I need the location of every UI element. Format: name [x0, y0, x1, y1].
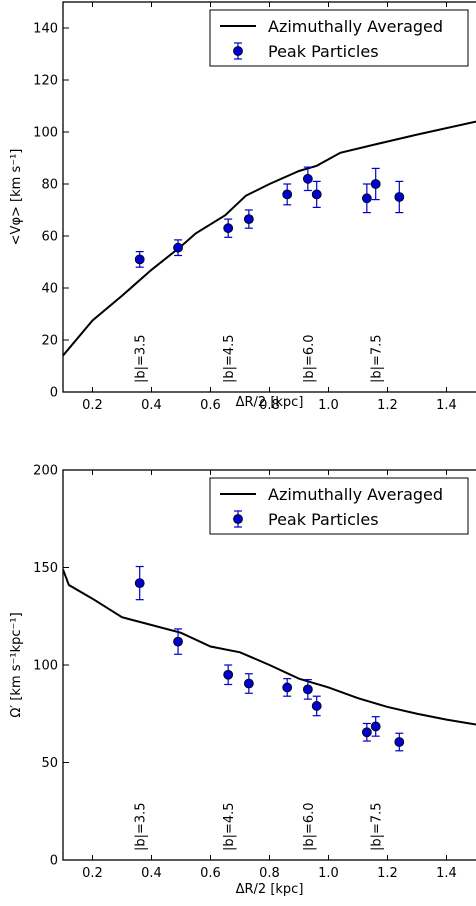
x-tick-label: 1.0 — [318, 398, 339, 413]
y-tick-label: 0 — [50, 854, 58, 869]
legend-marker-swatch — [233, 46, 243, 56]
x-tick-label: 1.4 — [436, 866, 457, 881]
data-point — [282, 189, 293, 200]
y-tick-label: 0 — [50, 386, 58, 401]
b-annotation: |b|=3.5 — [134, 334, 149, 383]
data-point — [311, 189, 322, 200]
legend-marker-swatch — [233, 514, 243, 524]
legend-label: Azimuthally Averaged — [268, 17, 443, 36]
series-line-azimuthally-averaged — [63, 120, 476, 357]
x-tick-label: 1.2 — [377, 398, 398, 413]
panel-omega: 0.2 0.4 0.6 0.8 1.0 1.2 1.4 0 50 100 150 200 ΔR/2 [k… — [9, 464, 476, 897]
legend-label: Peak Particles — [268, 42, 379, 61]
legend: Azimuthally Averaged Peak Particles — [209, 477, 469, 535]
b-annotation: |b|=6.0 — [302, 334, 317, 383]
x-tick-label: 1.2 — [377, 866, 398, 881]
data-point — [311, 701, 322, 711]
plot-frame — [62, 1, 476, 393]
b-annotation: |b|=7.5 — [370, 802, 385, 851]
y-tick-label: 40 — [41, 282, 58, 297]
y-axis-label: Ω′ [km s⁻¹kpc⁻¹] — [9, 612, 24, 717]
data-point — [134, 578, 145, 588]
legend-label: Peak Particles — [268, 510, 379, 529]
y-tick-label: 20 — [41, 334, 58, 349]
b-annotation: |b|=4.5 — [222, 802, 237, 851]
data-point — [282, 682, 293, 693]
data-point — [173, 242, 183, 253]
b-annotation: |b|=6.0 — [302, 802, 317, 851]
data-point — [370, 721, 381, 732]
plot-area — [63, 120, 476, 357]
data-point — [173, 636, 183, 647]
y-tick-label: 100 — [33, 659, 58, 674]
legend-box — [209, 477, 469, 535]
b-annotation: |b|=7.5 — [370, 334, 385, 383]
data-point — [394, 192, 405, 202]
data-point — [361, 193, 372, 204]
y-tick-label: 120 — [33, 74, 58, 89]
x-axis-label: ΔR/2 [kpc] — [236, 395, 304, 410]
y-tick-label: 80 — [41, 178, 58, 193]
data-point — [370, 179, 381, 189]
legend: Azimuthally Averaged Peak Particles — [209, 9, 469, 67]
x-tick-label: 1.4 — [436, 398, 457, 413]
legend-box — [209, 9, 469, 67]
x-tick-label: 0.2 — [82, 398, 103, 413]
y-tick-label: 150 — [33, 561, 58, 576]
x-tick-label: 0.4 — [141, 398, 162, 413]
x-axis-label: ΔR/2 [kpc] — [236, 882, 304, 897]
x-tick-label: 1.0 — [318, 866, 339, 881]
data-point — [134, 254, 145, 265]
x-tick-label: 0.4 — [141, 866, 162, 881]
x-tick-label: 0.2 — [82, 866, 103, 881]
series-line-azimuthally-averaged — [63, 569, 476, 726]
y-axis-label: <Vφ> [km s⁻¹] — [9, 149, 24, 246]
b-annotation: |b|=3.5 — [134, 802, 149, 851]
data-point — [394, 737, 405, 747]
data-point — [302, 684, 313, 695]
plot-area — [63, 565, 476, 752]
x-tick-label: 0.8 — [259, 398, 280, 413]
b-annotation: |b|=4.5 — [222, 334, 237, 383]
legend-label: Azimuthally Averaged — [268, 485, 443, 504]
panel-vphi: 0.2 0.4 0.6 0.8 1.0 1.2 1.4 0 20 40 60 80 100 120 140 Δ… — [9, 1, 476, 413]
data-point — [243, 678, 254, 689]
data-point — [302, 173, 313, 184]
x-tick-label: 0.6 — [200, 866, 221, 881]
x-tick-label: 0.6 — [200, 398, 221, 413]
y-tick-label: 50 — [41, 756, 58, 771]
data-point — [243, 214, 254, 225]
x-tick-label: 0.8 — [259, 866, 280, 881]
data-point — [223, 669, 234, 680]
data-point — [223, 223, 234, 234]
y-tick-label: 140 — [33, 22, 58, 37]
y-tick-label: 200 — [33, 464, 58, 479]
data-point — [361, 727, 372, 738]
y-tick-label: 100 — [33, 126, 58, 141]
y-tick-label: 60 — [41, 230, 58, 245]
